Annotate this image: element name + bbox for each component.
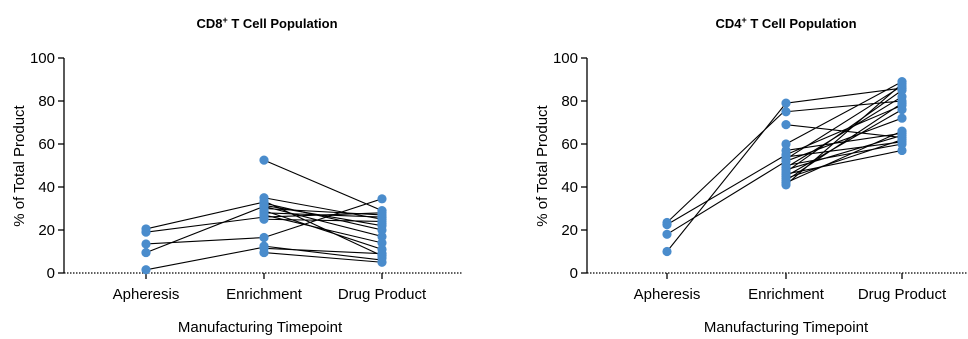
- connecting-line: [666, 154, 787, 226]
- connecting-line: [785, 143, 903, 167]
- x-axis-label: Manufacturing Timepoint: [704, 319, 869, 336]
- data-point: [662, 220, 672, 230]
- y-tick-label: 40: [561, 179, 578, 196]
- connecting-line: [145, 205, 265, 254]
- x-tick-label: Enrichment: [748, 286, 825, 303]
- data-point: [377, 225, 387, 235]
- connecting-line: [785, 85, 903, 160]
- data-point: [781, 98, 791, 108]
- connecting-line: [666, 160, 787, 235]
- y-tick-label: 100: [553, 50, 578, 67]
- data-point: [662, 229, 672, 239]
- connecting-line: [263, 252, 383, 263]
- data-point: [141, 265, 151, 275]
- connecting-line: [263, 198, 383, 239]
- y-tick-label: 40: [38, 179, 55, 196]
- data-point: [377, 257, 387, 267]
- data-points: [141, 155, 387, 275]
- data-point: [377, 194, 387, 204]
- data-point: [662, 246, 672, 257]
- connecting-line: [785, 96, 903, 169]
- connecting-line: [785, 89, 903, 173]
- data-point: [781, 180, 791, 190]
- data-point: [141, 247, 151, 258]
- connecting-line: [785, 87, 903, 104]
- connecting-line: [263, 212, 383, 218]
- connecting-lines: [666, 81, 903, 252]
- connecting-line: [263, 218, 383, 222]
- connecting-line: [785, 130, 903, 184]
- y-axis-label: % of Total Product: [11, 104, 28, 226]
- cd8-chart: CD8+ T Cell Population % of Total Produc…: [11, 15, 462, 336]
- data-point: [897, 145, 907, 156]
- data-point: [897, 85, 907, 95]
- y-tick-label: 60: [561, 136, 578, 153]
- data-point: [897, 105, 907, 115]
- connecting-line: [263, 159, 383, 212]
- data-point: [259, 155, 269, 165]
- connecting-line: [785, 83, 903, 186]
- data-point: [377, 231, 387, 242]
- connecting-line: [263, 197, 383, 220]
- y-axis-label: % of Total Product: [534, 104, 551, 226]
- x-axis-label: Manufacturing Timepoint: [178, 319, 343, 336]
- x-tick-label: Drug Product: [338, 286, 427, 303]
- connecting-line: [785, 109, 903, 177]
- connecting-line: [785, 139, 903, 179]
- connecting-line: [263, 210, 383, 250]
- data-point: [897, 139, 907, 149]
- connecting-line: [785, 102, 903, 182]
- data-point: [781, 120, 791, 130]
- data-point: [141, 239, 151, 249]
- connecting-line: [785, 81, 903, 145]
- connecting-line: [145, 236, 265, 245]
- x-tick-label: Apheresis: [634, 286, 701, 303]
- x-tick-label: Drug Product: [858, 286, 947, 303]
- connecting-line: [263, 245, 383, 261]
- axis-group: 0 20 40 60 80 100 Apheresis Enrichment Drug Prod…: [30, 50, 462, 303]
- connecting-line: [785, 134, 903, 171]
- data-point: [141, 227, 151, 237]
- cd4-chart: CD4+ T Cell Population % of Total Produc…: [534, 15, 968, 336]
- x-tick-label: Enrichment: [226, 286, 303, 303]
- y-tick-label: 60: [38, 136, 55, 153]
- connecting-line: [785, 149, 903, 175]
- connecting-line: [145, 216, 265, 233]
- data-point: [259, 214, 269, 224]
- y-tick-label: 20: [38, 222, 55, 239]
- x-tick-label: Apheresis: [113, 286, 180, 303]
- data-point: [781, 139, 791, 149]
- y-tick-label: 100: [30, 50, 55, 67]
- y-tick-label: 80: [38, 93, 55, 110]
- chart-title: CD8+ T Cell Population: [196, 15, 337, 31]
- connecting-line: [145, 201, 265, 230]
- data-point: [259, 247, 269, 258]
- y-tick-label: 0: [47, 265, 55, 282]
- connecting-line: [263, 202, 383, 231]
- connecting-line: [785, 117, 903, 162]
- chart-title: CD4+ T Cell Population: [715, 15, 856, 31]
- connecting-line: [785, 100, 903, 113]
- connecting-line: [666, 102, 787, 252]
- data-point: [897, 113, 907, 123]
- connecting-line: [145, 246, 265, 271]
- data-point: [259, 232, 269, 243]
- y-tick-label: 20: [561, 222, 578, 239]
- data-point: [377, 238, 387, 248]
- connecting-line: [263, 247, 383, 255]
- data-points: [662, 77, 907, 257]
- connecting-line: [666, 109, 787, 223]
- y-tick-label: 0: [570, 265, 578, 282]
- connecting-line: [263, 205, 383, 237]
- axis-group: 0 20 40 60 80 100 Apheresis Enrichment Drug Prod…: [553, 50, 968, 303]
- connecting-lines: [145, 159, 383, 271]
- data-point: [781, 107, 791, 117]
- y-tick-label: 80: [561, 93, 578, 110]
